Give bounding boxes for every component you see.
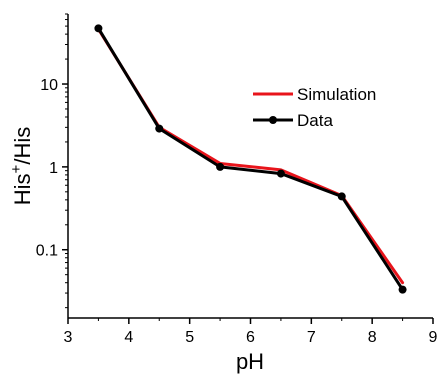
- y-axis-title: His+/His: [8, 127, 35, 205]
- y-tick-label: 0.1: [36, 243, 58, 260]
- x-tick-label: 3: [64, 329, 73, 346]
- data-point-data: [94, 24, 103, 33]
- x-tick-label: 4: [124, 329, 133, 346]
- x-tick-label: 5: [185, 329, 194, 346]
- legend-label-data: Data: [297, 111, 333, 130]
- y-axis-title-superscript: +: [8, 164, 25, 173]
- legend-label-simulation: Simulation: [297, 85, 376, 104]
- data-point-data: [398, 285, 407, 294]
- series-line-simulation: [96, 27, 405, 285]
- legend-marker-data: [269, 116, 277, 124]
- y-tick-label: 1: [49, 160, 58, 177]
- data-point-data: [155, 124, 164, 133]
- y-tick-label: 10: [40, 77, 58, 94]
- x-axis-title: pH: [236, 349, 264, 374]
- ticks: 3 4 5 6 7 8 9 0.1 1 10: [36, 13, 438, 346]
- series-layer: [94, 24, 407, 294]
- data-point-data: [337, 192, 346, 201]
- y-axis-title-tail: /His: [10, 127, 35, 165]
- x-tick-label: 9: [429, 329, 438, 346]
- legend: Simulation Data: [253, 85, 376, 130]
- y-axis-title-main: His: [10, 173, 35, 205]
- x-tick-label: 6: [246, 329, 255, 346]
- data-point-data: [276, 169, 285, 178]
- x-tick-label: 8: [368, 329, 377, 346]
- x-tick-label: 7: [307, 329, 316, 346]
- series-line-data: [96, 26, 405, 292]
- data-point-data: [216, 162, 225, 171]
